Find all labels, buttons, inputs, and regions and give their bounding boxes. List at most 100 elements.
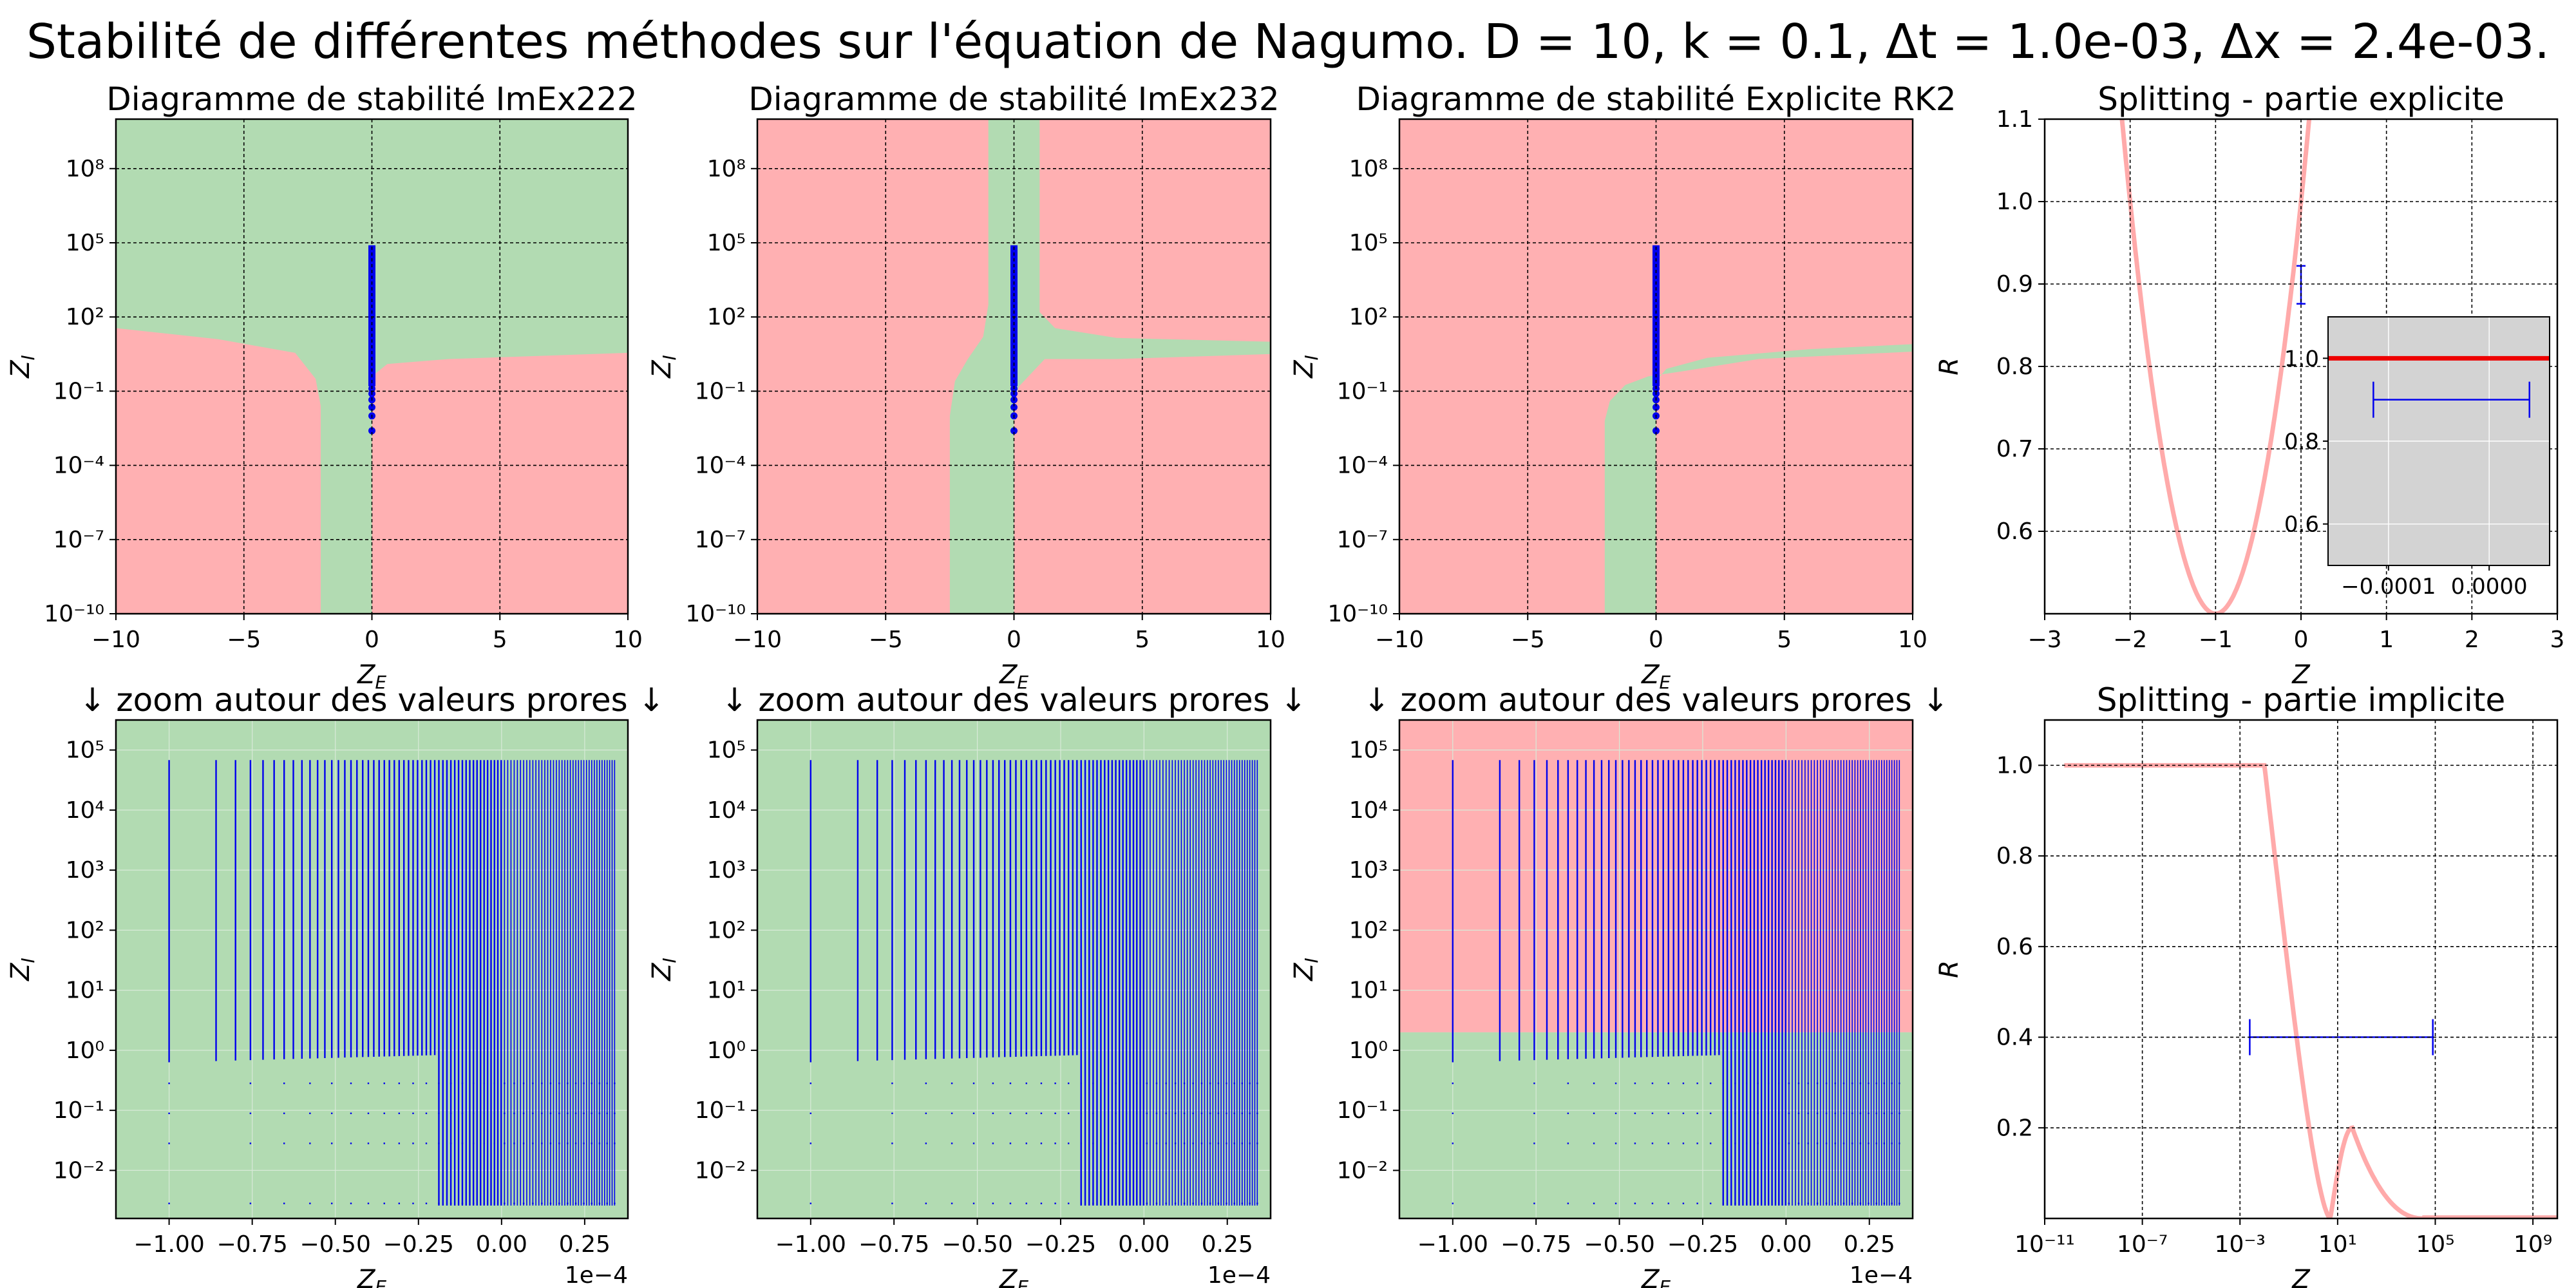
zoom1-eigen-dot: [483, 1112, 485, 1115]
zoom1-eigen-dot: [614, 1082, 616, 1084]
zoom1-eigen-dot: [412, 1142, 414, 1144]
zoom3-eigen-dot: [1696, 1202, 1698, 1204]
rk2-ytick-label: 10⁻⁴: [1337, 453, 1388, 479]
zoom1-eigen-dot: [249, 1112, 252, 1115]
zoom1-eigen-dot: [522, 1082, 525, 1084]
zoom3-eigen-dot: [1746, 1142, 1748, 1144]
zoom1-eigen-dot: [472, 1112, 475, 1115]
zoom1-eigen-dot: [330, 1202, 333, 1204]
zoom2-eigen-dot: [1146, 1202, 1148, 1204]
zoom1-eigen-dot: [504, 1202, 506, 1204]
zoom3-eigen-dot: [1452, 1202, 1454, 1204]
zoom1-eigen-dot: [583, 1202, 585, 1204]
zoom2-eigen-dot: [1174, 1082, 1177, 1084]
zoom2-eigen-dot: [1256, 1112, 1258, 1115]
zoom3-eigen-dot: [1734, 1082, 1736, 1084]
zoom1-labels: ↓ zoom autour des valeurs prores ↓ ZE ZI: [6, 681, 665, 1288]
zoom2-eigen-dot: [925, 1082, 927, 1084]
zoom2-region-stable: [757, 720, 1271, 1218]
zoom1-eigen-dot: [549, 1082, 552, 1084]
imex222-unstable-region: [116, 328, 321, 614]
zoom3-eigen-dot: [1868, 1202, 1870, 1204]
zoom3-eigen-dot: [1842, 1142, 1845, 1144]
zoom3-ytick-label: 10²: [1349, 917, 1388, 943]
zoom2-eigen-dot: [1241, 1082, 1243, 1084]
zoom1-eigen-dot: [549, 1142, 552, 1144]
zoom2-eigen-dot: [972, 1142, 975, 1144]
imex222-xtick-label: 0: [365, 627, 379, 653]
zoom3-xtick-label: 0.00: [1760, 1231, 1812, 1258]
split_imp-R-curve: [2064, 762, 2557, 1218]
zoom2-eigen-dot: [1054, 1202, 1056, 1204]
zoom3-eigen-dot: [1593, 1112, 1595, 1115]
zoom3-eigen-dot: [1816, 1202, 1819, 1204]
zoom1-title: ↓ zoom autour des valeurs prores ↓: [79, 681, 665, 719]
zoom3-eigen-dot: [1593, 1082, 1595, 1084]
zoom2-eigen-dot: [1146, 1082, 1148, 1084]
zoom2-eigen-dot: [1125, 1142, 1128, 1144]
zoom2-eigen-dot: [1104, 1142, 1106, 1144]
zoom1-eigen-dot: [614, 1112, 616, 1115]
zoom2-ytick-label: 10⁻²: [695, 1157, 746, 1184]
zoom1-eigen-dot: [168, 1202, 170, 1204]
zoom2-xtick-label: −0.50: [942, 1231, 1012, 1258]
zoom2-offset-text: 1e−4: [1208, 1262, 1271, 1288]
zoom1-eigen-dot: [532, 1142, 534, 1144]
zoom3-eigen-dot: [1788, 1142, 1790, 1144]
zoom3-eigen-dot: [1682, 1142, 1685, 1144]
split_exp-ytick-label: 0.6: [1996, 518, 2033, 545]
zoom1-eigen-dot: [383, 1082, 385, 1084]
zoom3-eigen-dot: [1722, 1142, 1724, 1144]
zoom1-eigen-dot: [549, 1202, 552, 1204]
zoom1-ytick-label: 10¹: [66, 978, 104, 1004]
zoom1-eigen-dot: [425, 1142, 428, 1144]
zoom2-eigen-dot: [1249, 1112, 1251, 1115]
rk2-ytick-label: 10⁻¹: [1337, 378, 1388, 404]
zoom1-eigen-dot: [367, 1202, 370, 1204]
imex222-unstable-region: [372, 352, 628, 614]
zoom2-eigen-dot: [925, 1142, 927, 1144]
zoom2-eigen-dot: [1104, 1082, 1106, 1084]
split_imp-xtick-label: 10⁹: [2514, 1231, 2552, 1258]
zoom1-eigen-dot: [598, 1142, 601, 1144]
zoom2-eigen-dot: [1125, 1082, 1128, 1084]
zoom1-eigen-dot: [513, 1142, 515, 1144]
split_imp-xtick-label: 10⁵: [2416, 1231, 2454, 1258]
zoom1-eigen-dot: [567, 1202, 569, 1204]
zoom1-eigen-dot: [493, 1202, 495, 1204]
zoom1-eigen-dot: [367, 1112, 370, 1115]
zoom2-eigen-dot: [1165, 1112, 1167, 1115]
zoom1-eigen-dot: [412, 1202, 414, 1204]
zoom2-eigen-dot: [1104, 1202, 1106, 1204]
zoom2-eigen-dot: [1136, 1202, 1138, 1204]
zoom1-xtick-label: −0.25: [383, 1231, 454, 1258]
split_imp-panel: 10⁻¹¹ 10⁻⁷ 10⁻³ 10¹ 10⁵ 10⁹ 0.2 0.4 0.6 0.8 1.0: [1996, 719, 2559, 1258]
zoom2-eigen-dot: [1174, 1202, 1177, 1204]
zoom2-eigen-dot: [1249, 1142, 1251, 1144]
zoom1-eigen-dot: [309, 1142, 311, 1144]
zoom2-eigen-dot: [1009, 1082, 1012, 1084]
zoom3-eigen-dot: [1842, 1082, 1845, 1084]
zoom3-eigen-dot: [1834, 1142, 1836, 1144]
zoom3-ytick-label: 10⁻¹: [1337, 1097, 1388, 1124]
zoom2-eigen-dot: [1256, 1202, 1258, 1204]
rk2-xtick-label: 0: [1649, 627, 1663, 653]
zoom1-eigen-dot: [591, 1142, 593, 1144]
zoom1-eigen-dot: [168, 1142, 170, 1144]
zoom1-eigen-dot: [522, 1142, 525, 1144]
zoom3-xtick-label: 0.25: [1844, 1231, 1895, 1258]
zoom3-eigen-dot: [1883, 1202, 1885, 1204]
zoom2-eigen-dot: [1040, 1082, 1043, 1084]
zoom1-eigen-dot: [567, 1112, 569, 1115]
zoom3-eigen-dot: [1634, 1142, 1636, 1144]
zoom3-eigen-dot: [1875, 1202, 1877, 1204]
zoom1-eigen-dot: [513, 1082, 515, 1084]
zoom1-xtick-label: −0.50: [300, 1231, 371, 1258]
zoom2-eigen-dot: [925, 1202, 927, 1204]
imex232-title: Diagramme de stabilité ImEx232: [748, 80, 1279, 118]
zoom2-eigen-dot: [1067, 1112, 1070, 1115]
imex232-eigen-point: [1010, 427, 1018, 435]
zoom2-eigen-dot: [1233, 1142, 1235, 1144]
zoom1-eigen-dot: [398, 1082, 401, 1084]
rk2-xtick-label: −5: [1511, 627, 1545, 653]
